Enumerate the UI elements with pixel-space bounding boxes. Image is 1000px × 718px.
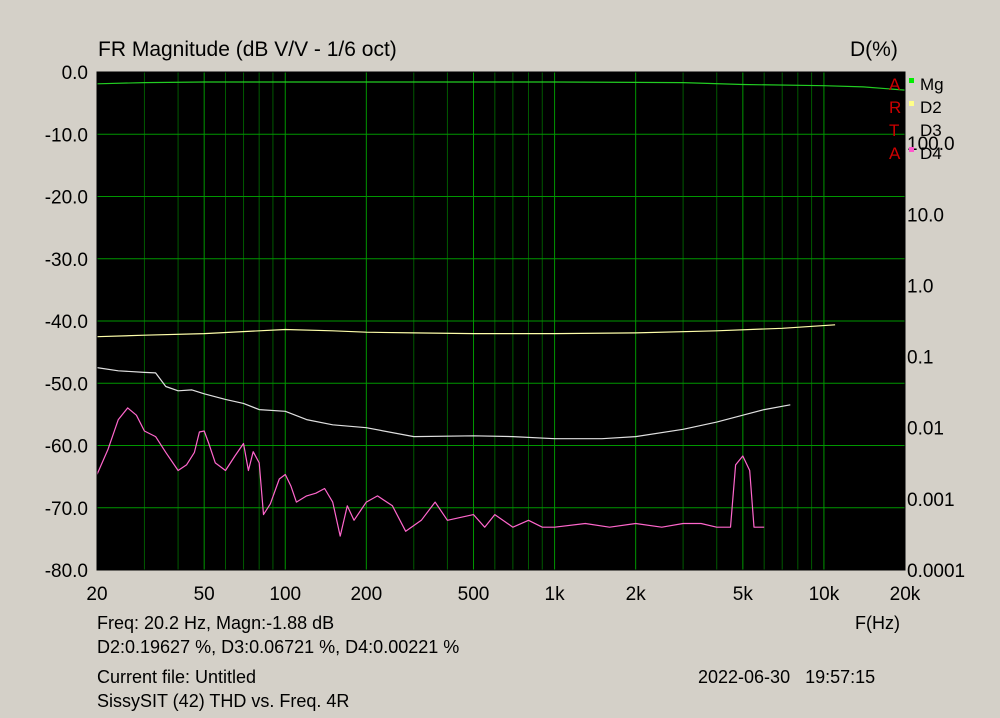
legend-marker	[909, 147, 914, 152]
legend-label: Mg	[920, 75, 944, 94]
x-axis-unit: F(Hz)	[855, 613, 900, 633]
series-d3-line	[96, 367, 791, 440]
y-tick-label-left: 0.0	[62, 63, 88, 84]
y-tick-label-right: 10.0	[907, 205, 944, 226]
x-tick-label: 10k	[809, 584, 840, 605]
x-tick-label: 20	[86, 584, 107, 605]
y-tick-label-right: 1.0	[907, 276, 933, 297]
x-tick-label: 5k	[733, 584, 754, 605]
y-tick-label-left: -20.0	[45, 188, 88, 209]
grid-lines	[97, 72, 905, 570]
x-tick-label: 200	[350, 584, 382, 605]
series-mg-line	[96, 81, 906, 91]
right-axis-title: D(%)	[850, 38, 898, 61]
legend: Mg D2 D3 D4	[909, 75, 944, 163]
x-tick-label: 20k	[890, 584, 921, 605]
timestamp: 2022-06-30 19:57:15	[698, 667, 876, 687]
series-d4-line	[96, 407, 765, 537]
legend-label: D4	[920, 144, 942, 163]
y-tick-label-right: 0.1	[907, 348, 933, 369]
legend-marker	[909, 78, 914, 83]
y-tick-label-right: 0.001	[907, 490, 955, 511]
x-tick-label: 2k	[626, 584, 647, 605]
y-tick-label-left: -10.0	[45, 125, 88, 146]
y-tick-label-left: -80.0	[45, 561, 88, 582]
y-tick-label-right: 0.01	[907, 419, 944, 440]
legend-label: D3	[920, 121, 942, 140]
legend-label: D2	[920, 98, 942, 117]
chart-title: FR Magnitude (dB V/V - 1/6 oct)	[98, 38, 397, 61]
cursor-readout-freq: Freq: 20.2 Hz, Magn:-1.88 dB	[97, 613, 335, 633]
x-tick-label: 100	[269, 584, 301, 605]
arta-watermark-letter: R	[889, 98, 901, 117]
series-d2-line	[96, 324, 836, 338]
y-tick-label-left: -60.0	[45, 437, 88, 458]
x-tick-label: 500	[458, 584, 490, 605]
x-tick-label: 50	[194, 584, 215, 605]
tick-labels: 0.0 -10.0 -20.0 -30.0 -40.0 -50.0 -60.0 -70.0 -8…	[45, 63, 965, 605]
legend-marker	[909, 101, 914, 106]
y-tick-label-right: 0.0001	[907, 561, 965, 582]
arta-watermark-letter: A	[889, 144, 901, 163]
x-tick-label: 1k	[545, 584, 566, 605]
y-tick-label-left: -70.0	[45, 499, 88, 520]
measurement-description: SissySIT (42) THD vs. Freq. 4R	[97, 691, 350, 711]
arta-watermark-letter: A	[889, 75, 901, 94]
y-tick-label-right: 100.0	[907, 134, 955, 155]
current-file-label: Current file: Untitled	[97, 667, 257, 687]
y-tick-label-left: -50.0	[45, 374, 88, 395]
y-tick-label-left: -40.0	[45, 312, 88, 333]
y-tick-label-left: -30.0	[45, 250, 88, 271]
series-layer	[96, 81, 906, 537]
arta-watermark-letter: T	[889, 121, 899, 140]
cursor-readout-distortion: D2:0.19627 %, D3:0.06721 %, D4:0.00221 %	[97, 637, 460, 657]
plot-frame	[96, 71, 906, 571]
